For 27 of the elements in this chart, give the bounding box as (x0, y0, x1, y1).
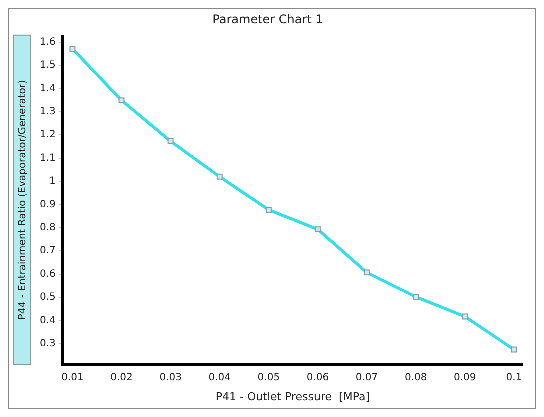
y-tick-label: 1.6 (40, 36, 56, 48)
x-tick-label: 0.02 (110, 372, 133, 384)
y-tick-label: 0.7 (40, 246, 56, 257)
y-tick-label: 0.9 (40, 199, 56, 210)
x-tick-label: 0.03 (160, 372, 182, 384)
y-axis-title: P44 - Entrainment Ratio (Evaporator/Generator) (18, 80, 29, 320)
y-tick-label: 0.5 (40, 292, 56, 304)
y-tick-label: 1.2 (40, 130, 56, 141)
x-tick-label: 0.07 (356, 372, 378, 384)
y-tick-label: 1 (50, 176, 56, 188)
y-tick-label: 0.6 (40, 268, 56, 280)
x-tick-label: 0.05 (258, 372, 280, 384)
x-tick-label: 0.08 (404, 372, 428, 384)
y-tick-label: 0.4 (40, 315, 56, 326)
x-tick-label: 0.1 (506, 372, 522, 384)
y-tick-label: 1.3 (40, 106, 56, 118)
y-tick-label: 0.3 (40, 338, 56, 350)
chart-title: Parameter Chart 1 (212, 12, 324, 26)
y-tick-label: 1.5 (40, 60, 56, 72)
x-tick-label: 0.09 (454, 372, 476, 384)
x-tick-label: 0.04 (208, 372, 231, 384)
x-axis-title: P41 - Outlet Pressure [MPa] (216, 390, 370, 404)
y-tick-label: 0.8 (40, 222, 56, 234)
y-tick-label: 1.4 (40, 83, 56, 94)
x-tick-label: 0.01 (62, 372, 84, 384)
y-tick-label: 1.1 (40, 152, 56, 164)
x-tick-label: 0.06 (306, 372, 330, 384)
